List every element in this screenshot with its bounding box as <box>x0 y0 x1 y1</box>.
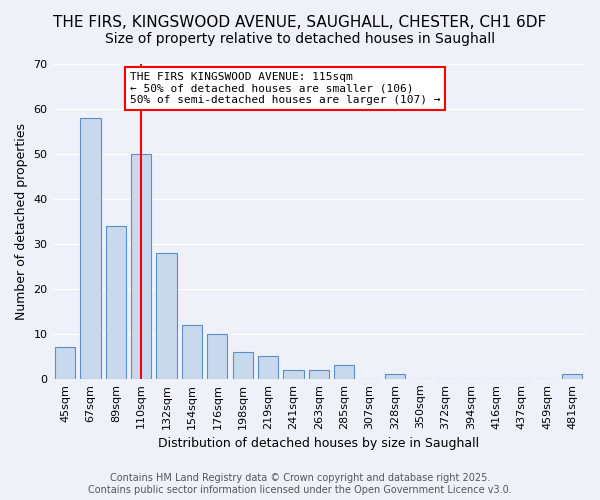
Bar <box>80 118 101 379</box>
Bar <box>207 334 227 379</box>
Bar <box>562 374 583 379</box>
Text: THE FIRS KINGSWOOD AVENUE: 115sqm
← 50% of detached houses are smaller (106)
50%: THE FIRS KINGSWOOD AVENUE: 115sqm ← 50% … <box>130 72 440 105</box>
Bar <box>258 356 278 379</box>
Bar <box>233 352 253 379</box>
Bar <box>55 348 76 379</box>
Bar <box>182 325 202 379</box>
Bar <box>283 370 304 379</box>
Bar <box>157 253 177 379</box>
Text: THE FIRS, KINGSWOOD AVENUE, SAUGHALL, CHESTER, CH1 6DF: THE FIRS, KINGSWOOD AVENUE, SAUGHALL, CH… <box>53 15 547 30</box>
Bar <box>131 154 151 379</box>
Bar <box>334 366 354 379</box>
Bar <box>308 370 329 379</box>
Bar <box>385 374 405 379</box>
Y-axis label: Number of detached properties: Number of detached properties <box>15 123 28 320</box>
X-axis label: Distribution of detached houses by size in Saughall: Distribution of detached houses by size … <box>158 437 479 450</box>
Text: Size of property relative to detached houses in Saughall: Size of property relative to detached ho… <box>105 32 495 46</box>
Text: Contains HM Land Registry data © Crown copyright and database right 2025.
Contai: Contains HM Land Registry data © Crown c… <box>88 474 512 495</box>
Bar <box>106 226 126 379</box>
